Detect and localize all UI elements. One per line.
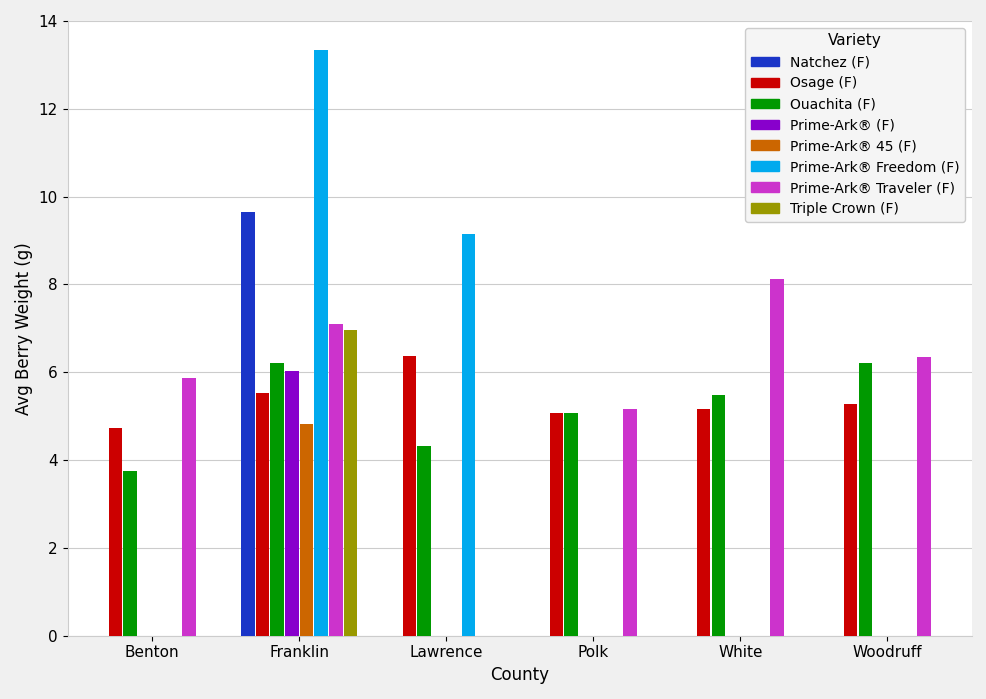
X-axis label: County: County	[490, 666, 548, 684]
Bar	[182, 377, 195, 635]
Bar	[255, 394, 269, 635]
Y-axis label: Avg Berry Weight (g): Avg Berry Weight (g)	[15, 242, 33, 415]
Bar	[108, 428, 122, 635]
Bar	[315, 50, 327, 635]
Bar	[461, 234, 474, 635]
Bar	[622, 409, 636, 635]
Bar	[858, 363, 872, 635]
Bar	[564, 412, 578, 635]
Bar	[549, 413, 563, 635]
Bar	[769, 279, 783, 635]
Bar	[711, 395, 725, 635]
Bar	[402, 356, 416, 635]
Bar	[285, 370, 299, 635]
Bar	[843, 404, 857, 635]
Bar	[343, 330, 357, 635]
Bar	[241, 212, 254, 635]
Legend: Natchez (F), Osage (F), Ouachita (F), Prime-Ark® (F), Prime-Ark® 45 (F), Prime-A: Natchez (F), Osage (F), Ouachita (F), Pr…	[744, 28, 964, 222]
Bar	[300, 424, 313, 635]
Bar	[417, 445, 431, 635]
Bar	[696, 409, 710, 635]
Bar	[270, 363, 284, 635]
Bar	[329, 324, 342, 635]
Bar	[123, 471, 137, 635]
Bar	[916, 357, 930, 635]
